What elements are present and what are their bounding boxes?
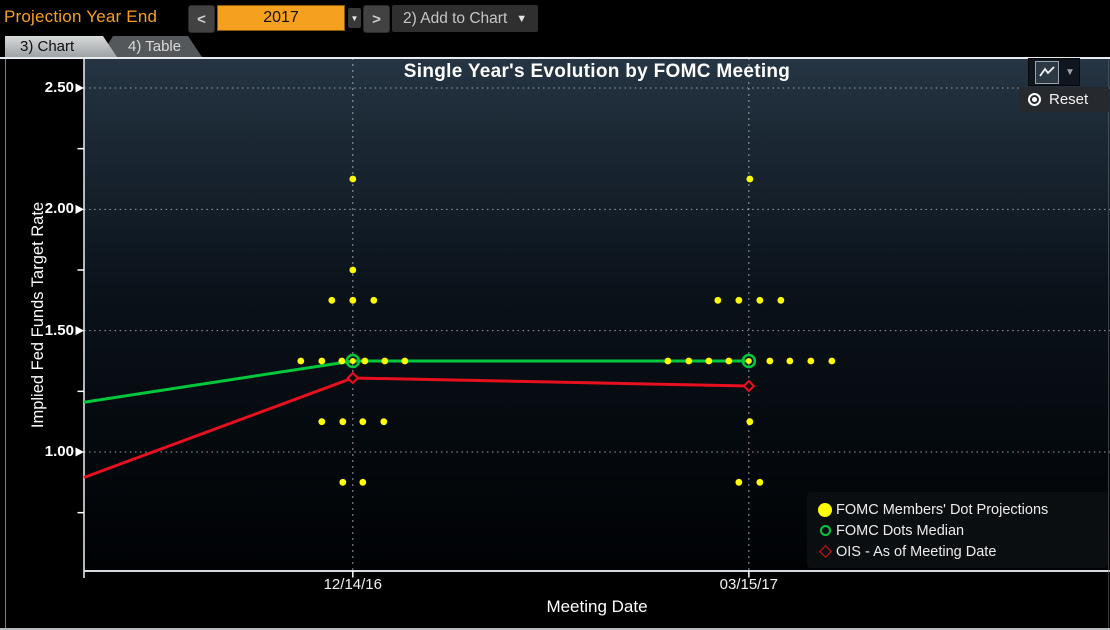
next-year-button[interactable]: > <box>363 5 390 33</box>
fomc-dot <box>361 357 369 365</box>
filled-circle-icon <box>816 502 834 517</box>
x-axis-title: Meeting Date <box>546 597 648 616</box>
projection-year-input[interactable] <box>217 5 345 31</box>
fomc-dot <box>777 296 785 304</box>
y-tick-label: 2.50 <box>44 79 74 96</box>
y-tick-label: 2.00 <box>44 200 74 218</box>
open-circle-icon <box>816 525 834 536</box>
legend-label: FOMC Members' Dot Projections <box>836 501 1049 518</box>
median-dot-core <box>349 357 356 364</box>
reset-target-icon <box>1028 93 1041 106</box>
fomc-dot <box>828 357 836 365</box>
fomc-dot <box>685 357 693 365</box>
fomc-dot <box>349 296 357 304</box>
y-tick-arrow <box>75 326 84 336</box>
chevron-down-icon: ▼ <box>350 13 359 23</box>
fomc-dot <box>725 357 733 365</box>
tab-bar: 3) Chart 4) Table <box>0 36 1110 57</box>
legend-item: OIS - As of Meeting Date <box>816 541 1108 562</box>
y-axis-title: Implied Fed Funds Target Rate <box>29 201 47 429</box>
fomc-dot <box>359 478 367 486</box>
fomc-dot <box>318 418 326 426</box>
plot-background <box>84 58 1110 571</box>
tab-chart[interactable]: 3) Chart <box>5 36 117 57</box>
fomc-dot <box>735 478 743 486</box>
chart-legend: FOMC Members' Dot Projections FOMC Dots M… <box>807 492 1108 568</box>
x-tick-label: 12/14/16 <box>323 576 382 593</box>
chevron-down-icon: ▼ <box>1065 66 1075 78</box>
fomc-dot <box>380 418 388 426</box>
projection-year-label: Projection Year End <box>4 7 158 26</box>
y-tick-arrow <box>75 83 84 93</box>
legend-item: FOMC Members' Dot Projections <box>816 499 1108 520</box>
fomc-dot <box>766 357 774 365</box>
chart-title: Single Year's Evolution by FOMC Meeting <box>403 61 791 82</box>
legend-label: FOMC Dots Median <box>836 522 965 539</box>
median-dot-core <box>745 357 752 364</box>
fomc-dot <box>756 478 764 486</box>
ois-marker <box>742 379 756 393</box>
tab-table[interactable]: 4) Table <box>100 36 202 57</box>
line-chart-icon <box>1035 60 1059 84</box>
previous-year-button[interactable]: < <box>188 5 215 33</box>
add-to-chart-label: 2) Add to Chart <box>403 9 508 27</box>
fomc-dot <box>746 418 754 426</box>
toolbar: Projection Year End < ▼ > 2) Add to Char… <box>0 0 1110 36</box>
fomc-dot <box>339 478 347 486</box>
open-diamond-icon <box>816 545 834 558</box>
fomc-dot <box>338 357 346 365</box>
fomc-dot <box>370 296 378 304</box>
legend-label: OIS - As of Meeting Date <box>836 543 997 560</box>
legend-item: FOMC Dots Median <box>816 520 1108 541</box>
fomc-dot <box>318 357 326 365</box>
fomc-dot <box>328 296 336 304</box>
add-to-chart-button[interactable]: 2) Add to Chart ▼ <box>392 5 539 32</box>
fomc-dot <box>705 357 713 365</box>
y-tick-label: 1.50 <box>44 321 74 339</box>
y-tick-arrow <box>75 204 84 214</box>
fomc-dot <box>714 296 722 304</box>
fomc-dot <box>381 357 389 365</box>
tab-table-label: 4) Table <box>128 38 182 55</box>
chevron-down-icon: ▼ <box>516 12 528 25</box>
x-tick-label: 03/15/17 <box>719 576 779 593</box>
median-marker <box>741 353 757 369</box>
reset-button[interactable]: Reset <box>1019 87 1109 112</box>
year-dropdown-button[interactable]: ▼ <box>348 8 361 28</box>
fomc-dot <box>786 357 794 365</box>
ois-marker <box>346 371 360 385</box>
fomc-dot <box>401 357 409 365</box>
fomc-dot <box>349 175 357 183</box>
y-tick-arrow <box>75 447 84 457</box>
y-tick-label: 1.00 <box>44 442 74 460</box>
fomc-dot <box>664 357 672 365</box>
fomc-dot <box>746 175 754 183</box>
fomc-dot <box>735 296 743 304</box>
fomc-dot <box>756 296 764 304</box>
reset-label: Reset <box>1049 91 1089 108</box>
fomc-dot <box>339 418 347 426</box>
fomc-dot <box>349 266 357 274</box>
chart-panel: Single Year's Evolution by FOMC Meeting … <box>0 57 1110 630</box>
fomc-dot <box>359 418 367 426</box>
median-marker <box>345 353 361 369</box>
chart-type-button[interactable]: ▼ <box>1028 58 1080 86</box>
chevron-right-icon: > <box>372 10 381 28</box>
tab-chart-label: 3) Chart <box>20 38 75 55</box>
chevron-left-icon: < <box>197 10 206 28</box>
fomc-dot <box>297 357 305 365</box>
chart-plot <box>0 57 1110 630</box>
fomc-dot <box>807 357 815 365</box>
